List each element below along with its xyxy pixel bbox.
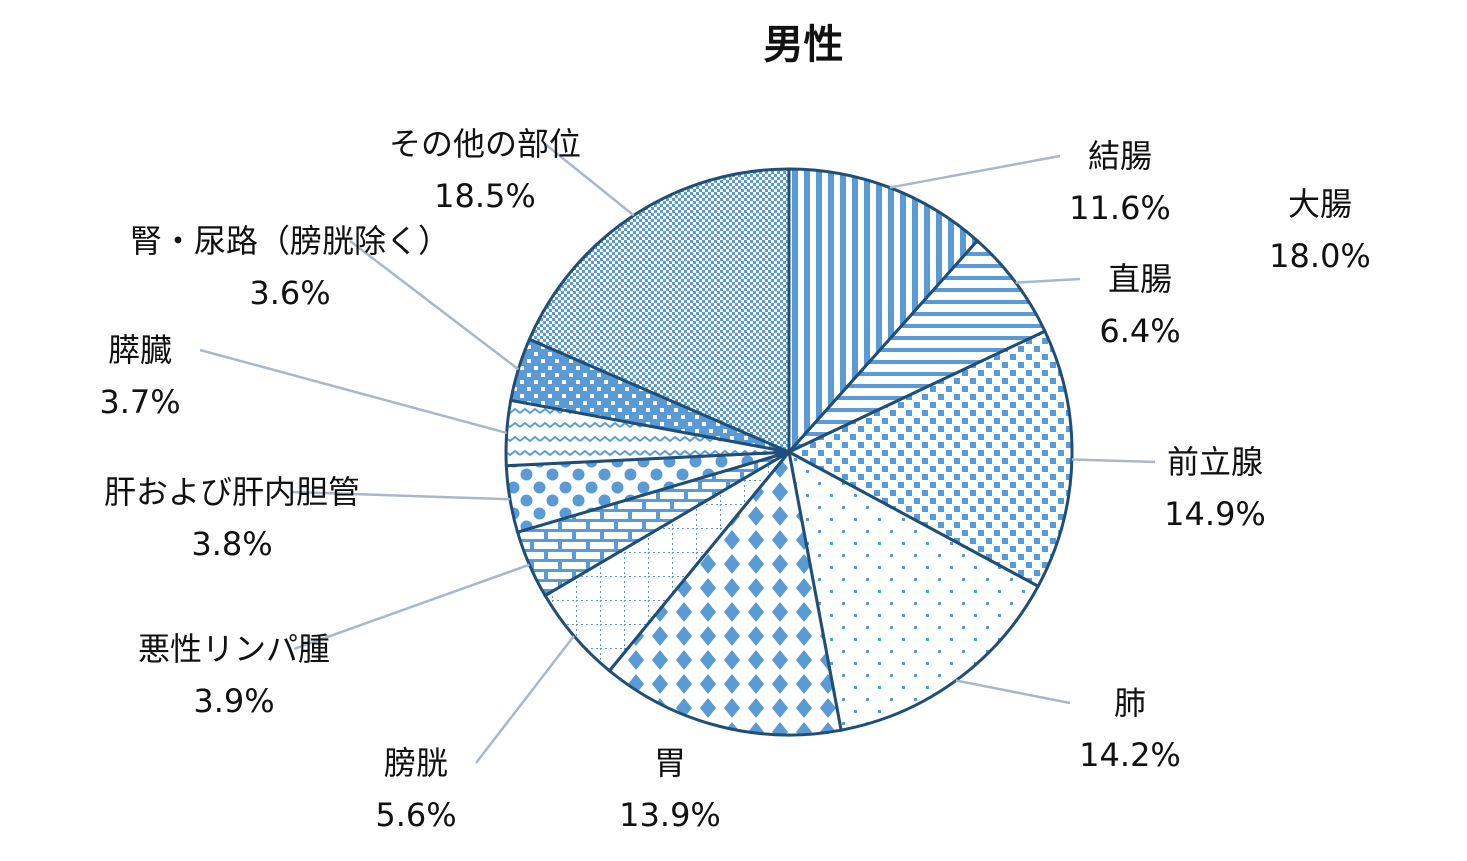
leader-line [544, 143, 635, 217]
slice-label-name: 胃 [653, 744, 686, 782]
slice-label-name: 悪性リンパ腫 [137, 630, 331, 668]
leader-line [199, 348, 507, 435]
pie-slice [787, 238, 1047, 454]
leader-line [1015, 277, 1081, 284]
slice-label: 胃 13.9% [619, 737, 721, 841]
slice-label: 悪性リンパ腫 3.9% [138, 623, 330, 727]
slice-label-value: 14.2% [1079, 736, 1181, 774]
pie-slice [607, 448, 843, 737]
leader-line [889, 154, 1061, 189]
slice-label-name: 肝および肝内胆管 [103, 473, 361, 511]
slice-label: 膀胱 5.6% [375, 737, 456, 841]
slice-label-value: 3.6% [249, 274, 331, 312]
slice-label: 結腸 11.6% [1069, 130, 1171, 234]
slice-label: 肺 14.2% [1079, 677, 1181, 781]
slice-label-name: 前立腺 [1166, 443, 1263, 481]
pie-slice [787, 167, 980, 456]
group-annotation: 大腸 18.0% [1269, 178, 1371, 282]
chart-title: 男性 [763, 22, 844, 68]
pie-slice [785, 329, 1074, 589]
leader-lines [199, 143, 1156, 764]
slice-label-value: 6.4% [1099, 312, 1181, 350]
slice-label-value: 3.8% [191, 525, 273, 563]
group-annotation-name: 大腸 [1287, 185, 1352, 223]
slice-label-name: 腎・尿路（膀胱除く） [129, 222, 451, 260]
slice-label: 直腸 6.4% [1099, 253, 1180, 357]
slice-label-value: 3.9% [193, 682, 275, 720]
slice-label-value: 3.7% [99, 383, 181, 421]
slice-label-name: その他の部位 [388, 125, 582, 163]
leader-line [349, 240, 520, 371]
leader-line [475, 635, 575, 764]
slice-label: 前立腺 14.9% [1164, 436, 1266, 540]
group-annotation-value: 18.0% [1269, 237, 1371, 275]
pie-slice [786, 449, 1041, 732]
leader-line [1071, 458, 1156, 464]
leader-line [293, 563, 530, 651]
slice-label: 腎・尿路（膀胱除く） 3.6% [130, 215, 450, 319]
leader-line [955, 679, 1071, 705]
slice-label-value: 18.5% [434, 177, 536, 215]
slice-label-value: 14.9% [1164, 495, 1266, 533]
leader-line [291, 490, 511, 501]
slice-label-name: 肺 [1113, 684, 1146, 722]
slice-label-name: 膵臓 [107, 331, 173, 369]
slice-label: 膵臓 3.7% [99, 324, 180, 428]
slice-label-value: 11.6% [1069, 189, 1171, 227]
slice-label-name: 直腸 [1107, 260, 1173, 298]
slice-label: 肝および肝内胆管 3.8% [104, 466, 360, 570]
pie-slices [504, 167, 1074, 737]
slice-label-name: 膀胱 [383, 744, 449, 782]
slice-label-value: 5.6% [375, 796, 457, 834]
slice-label-name: 結腸 [1087, 137, 1152, 175]
slice-label-value: 13.9% [619, 796, 721, 834]
slice-label: その他の部位 18.5% [389, 118, 581, 222]
